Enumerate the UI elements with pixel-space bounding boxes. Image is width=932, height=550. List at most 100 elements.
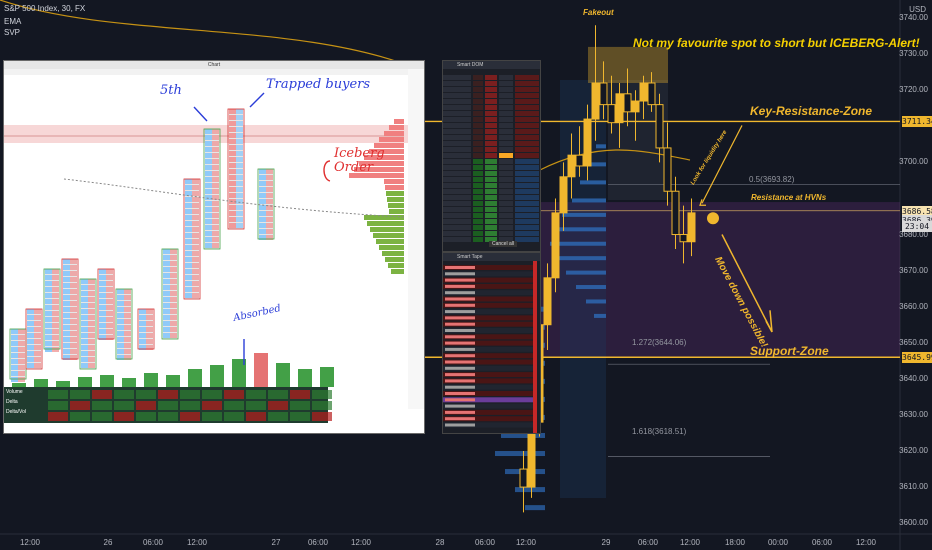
cancel-all-button[interactable]: Cancel all: [489, 241, 517, 247]
fp-volume-bar: [210, 365, 224, 387]
fib-05-label: 0.5(3693.82): [749, 175, 795, 184]
dom-price-cell: [443, 141, 471, 146]
smart-tape-window[interactable]: Smart Tape: [442, 252, 541, 434]
dom-cell: [485, 195, 497, 200]
fp-cell: [205, 135, 212, 140]
fp-cell: [236, 109, 243, 114]
price-tag: 3645.99: [902, 352, 932, 364]
dom-cell: [485, 111, 497, 116]
fp-cell: [139, 339, 146, 344]
fp-cell: [88, 351, 95, 356]
smart-dom-titlebar[interactable]: Smart DOM: [443, 61, 540, 69]
dom-cell: [473, 99, 483, 104]
fp-cell: [11, 365, 18, 370]
fp-cell: [45, 347, 52, 352]
tape-row: [443, 384, 533, 390]
fp-cell: [205, 189, 212, 194]
fp-cell: [99, 275, 106, 280]
fp-cell: [163, 303, 170, 308]
fp-stat-cell: [92, 401, 112, 410]
footprint-chart-window[interactable]: Chart Volume Delta Delta/Vol 5th Trapped…: [3, 60, 425, 434]
trapped-buyers-note: Trapped buyers: [266, 77, 371, 92]
fp-cell: [212, 153, 219, 158]
candle-body: [583, 118, 592, 167]
dom-cell: [473, 135, 483, 140]
candle-body: [639, 82, 648, 102]
candle-body: [591, 82, 600, 120]
fp-candle-outline: [25, 308, 43, 370]
dom-cell: [473, 153, 483, 158]
fp-cell: [205, 231, 212, 236]
dom-size-bar: [515, 129, 539, 134]
fp-cell: [106, 287, 113, 292]
dom-cell: [499, 87, 513, 92]
fp-cell: [229, 139, 236, 144]
fp-cell: [99, 281, 106, 286]
fp-cell: [212, 135, 219, 140]
fp-cell: [212, 201, 219, 206]
dom-size-bar: [515, 123, 539, 128]
footprint-chart[interactable]: [4, 69, 424, 433]
time-tick-label: 12:00: [855, 538, 877, 547]
fp-cell: [205, 207, 212, 212]
fp-volume-bar: [34, 379, 48, 387]
fp-cell: [212, 243, 219, 248]
fp-cell: [146, 327, 153, 332]
dom-cell: [499, 117, 513, 122]
dom-size-bar: [515, 207, 539, 212]
fp-cell: [106, 299, 113, 304]
candle-body: [663, 147, 672, 192]
fp-cell: [229, 211, 236, 216]
fifth-arrow: [193, 106, 208, 122]
fp-cell: [88, 291, 95, 296]
tape-time: [445, 373, 475, 377]
fp-cell: [205, 243, 212, 248]
fp-cell: [185, 293, 192, 298]
fp-cell: [185, 209, 192, 214]
fp-cell: [106, 275, 113, 280]
dom-cell: [499, 129, 513, 134]
fp-volume-bar: [166, 375, 180, 387]
dom-cell: [485, 237, 497, 242]
fp-cell: [18, 359, 25, 364]
dom-price-cell: [443, 219, 471, 224]
fp-cell: [236, 187, 243, 192]
fp-cell: [81, 357, 88, 362]
fp-stat-cell: [290, 412, 310, 421]
fp-profile-bar: [388, 203, 404, 208]
dom-price-cell: [443, 177, 471, 182]
fp-cell: [81, 291, 88, 296]
fp-cell: [259, 193, 266, 198]
tape-time: [445, 335, 475, 339]
fp-cell: [146, 339, 153, 344]
tape-time: [445, 379, 475, 383]
dom-cell: [485, 135, 497, 140]
price-tick-label: 3740.00: [899, 13, 928, 23]
smart-dom-window[interactable]: Smart DOM Cancel all: [442, 60, 541, 252]
fp-cell: [45, 341, 52, 346]
fp-cell: [81, 345, 88, 350]
fp-cell: [266, 235, 273, 240]
dom-price-cell: [443, 105, 471, 110]
indicator-svp: SVP: [4, 28, 21, 37]
fp-cell: [170, 333, 177, 338]
candle-body: [631, 100, 640, 113]
fp-profile-bar: [384, 131, 404, 136]
fp-cell: [63, 355, 70, 360]
fp-cell: [18, 335, 25, 340]
smart-tape-titlebar[interactable]: Smart Tape: [443, 253, 540, 261]
dom-cell: [473, 87, 483, 92]
fp-cell: [99, 293, 106, 298]
dom-size-bar: [515, 159, 539, 164]
svp-bar: [556, 256, 606, 261]
fp-profile-bar: [388, 263, 404, 268]
fp-cell: [229, 145, 236, 150]
dom-ladder[interactable]: [443, 69, 540, 251]
dom-cell: [499, 213, 513, 218]
fp-cell: [212, 207, 219, 212]
time-tick-label: 12:00: [515, 538, 537, 547]
fp-cell: [34, 363, 41, 368]
candle-body: [599, 82, 608, 106]
trapped-arrow: [249, 92, 265, 108]
dom-cell: [473, 123, 483, 128]
